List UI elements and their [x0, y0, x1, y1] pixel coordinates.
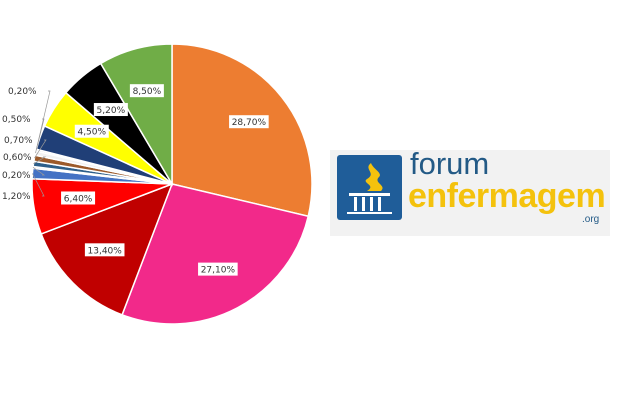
- slice-label: 0,20%: [2, 171, 31, 181]
- leader-line: [33, 156, 47, 165]
- forum-enfermagem-logo: forum enfermagem .org: [330, 146, 610, 236]
- leader-line: [32, 173, 45, 197]
- logo-forum-text: forum: [410, 146, 490, 181]
- leader-line: [32, 167, 46, 176]
- slice-label: 4,50%: [77, 128, 106, 138]
- label-box: [229, 115, 269, 129]
- pie-slice: [99, 43, 173, 187]
- label-box: [74, 124, 109, 138]
- label-box: [129, 84, 164, 98]
- logo-enfermagem-text: enfermagem: [408, 177, 606, 215]
- label-box: [61, 191, 96, 205]
- pie-slice: [171, 43, 313, 218]
- slice-label: 27,10%: [201, 266, 236, 276]
- leader-line: [34, 139, 47, 159]
- slice-label: 6,40%: [64, 194, 93, 204]
- temple-flame-icon: [337, 155, 402, 220]
- label-box: [93, 103, 128, 117]
- label-box: [198, 262, 238, 276]
- slice-label: 28,70%: [232, 118, 267, 128]
- slice-label: 0,70%: [4, 136, 33, 146]
- pie-slice: [121, 183, 310, 325]
- slice-label: 0,60%: [3, 153, 32, 163]
- logo-org-text: .org: [582, 214, 600, 225]
- pie-chart: 28,70% 27,10% 13,40% 6,40% 1,20% 0,20% 0,60% 0,…: [2, 43, 313, 325]
- slice-label: 0,20%: [8, 87, 37, 97]
- slice-label: 0,50%: [2, 115, 31, 125]
- leader-line: [35, 90, 51, 151]
- slice-label: 13,40%: [88, 246, 123, 256]
- slice-label: 5,20%: [97, 106, 126, 116]
- label-box: [84, 243, 125, 257]
- slice-label: 8,50%: [133, 87, 162, 97]
- slice-label: 1,20%: [2, 192, 31, 202]
